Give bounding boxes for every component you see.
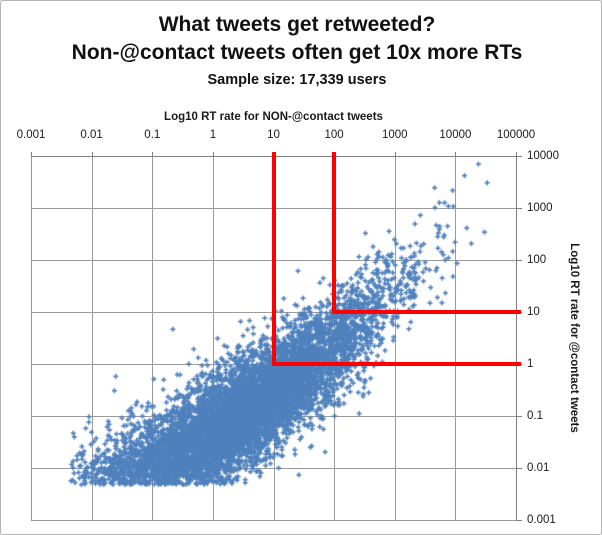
ref-line-vertical-x10 <box>271 152 276 366</box>
chart-title-line2: Non-@contact tweets often get 10x more R… <box>71 41 523 64</box>
y-tick-label: 10000 <box>527 150 559 162</box>
ref-line-vertical-x100 <box>332 152 337 314</box>
x-tick-label: 100000 <box>496 129 536 141</box>
x-tick-label: 100 <box>324 129 344 141</box>
x-tick-label: 1000 <box>382 129 408 141</box>
x-tick-label: 0.001 <box>16 129 46 141</box>
x-axis-title: Log10 RT rate for NON-@contact tweets <box>164 111 383 123</box>
x-tick-label: 0.01 <box>80 129 103 141</box>
x-tick-label: 0.1 <box>144 129 161 141</box>
chart-title-line1: What tweets get retweeted? <box>158 13 436 36</box>
y-tick-label: 0.01 <box>527 462 550 474</box>
x-tick-label: 10 <box>267 129 280 141</box>
x-tick-label: 10000 <box>439 129 472 141</box>
y-tick-label: 10 <box>527 306 540 318</box>
x-tick-label: 1 <box>209 129 217 141</box>
y-tick-label: 0.1 <box>527 410 543 422</box>
ref-line-horizontal-y1 <box>271 362 521 366</box>
ref-line-horizontal-y10 <box>332 310 522 314</box>
y-axis-title: Log10 RT rate for @contact tweets <box>568 243 580 433</box>
y-tick-label: 1000 <box>527 202 553 214</box>
chart-subtitle: Sample size: 17,339 users <box>207 72 387 88</box>
y-tick-label: 0.001 <box>527 514 556 526</box>
y-tick-label: 100 <box>527 254 547 266</box>
y-tick-label: 1 <box>527 358 534 370</box>
